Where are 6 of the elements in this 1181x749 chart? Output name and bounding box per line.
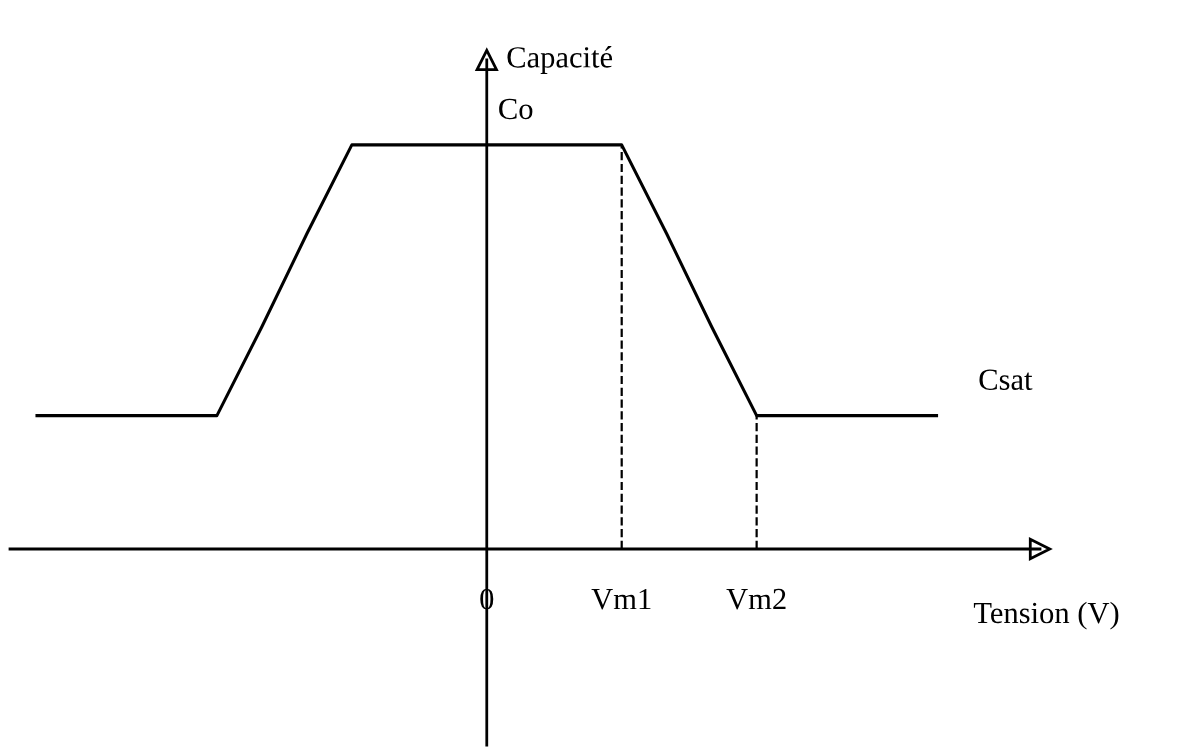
x-tick-label: Vm1	[591, 588, 651, 610]
text: Csat	[979, 369, 1033, 390]
annotation: Co	[499, 98, 533, 120]
x-axis-title: Tension (V)	[973, 601, 1119, 630]
x-tick-label: Vm2	[726, 588, 786, 610]
y-axis-title: Capacité	[507, 46, 613, 74]
